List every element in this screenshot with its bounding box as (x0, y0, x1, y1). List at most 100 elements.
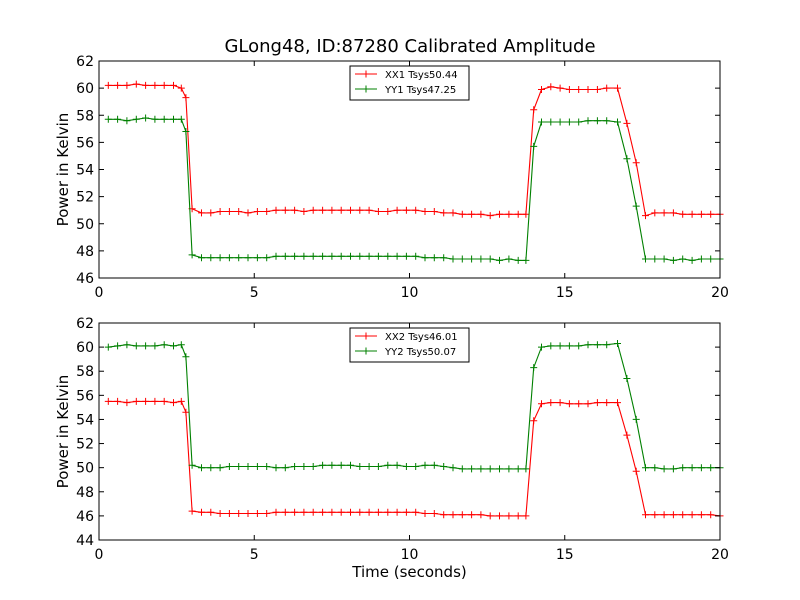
data-point (440, 209, 448, 217)
data-point (697, 255, 705, 263)
legend: XX2 Tsys46.01 YY2 Tsys50.07 (349, 327, 470, 363)
data-point (384, 252, 392, 260)
data-point (319, 252, 327, 260)
y-axis-label: Power in Kelvin (54, 375, 72, 489)
data-point (642, 255, 649, 263)
y-tick-label: 44 (76, 533, 94, 549)
data-point (547, 342, 555, 350)
data-point (651, 464, 659, 472)
data-point (660, 209, 668, 217)
data-point (412, 206, 420, 214)
data-point (651, 255, 659, 263)
data-point (449, 255, 457, 263)
data-point (207, 209, 215, 217)
data-point (374, 508, 382, 516)
data-point (104, 343, 112, 351)
data-point (642, 511, 649, 519)
legend-marker (362, 347, 370, 355)
data-point (384, 461, 392, 469)
data-point (603, 399, 611, 407)
data-point (538, 343, 545, 351)
data-point (584, 117, 592, 125)
y-tick-label: 54 (76, 412, 94, 428)
legend-marker (362, 70, 370, 78)
data-point (556, 118, 564, 126)
data-point (114, 342, 122, 350)
data-point (160, 81, 168, 89)
data-point (347, 206, 354, 214)
data-point (374, 208, 382, 215)
data-point (530, 106, 538, 114)
data-point (170, 399, 177, 407)
data-point (177, 397, 185, 405)
data-point (458, 465, 466, 473)
data-point (300, 252, 308, 260)
data-point (328, 461, 336, 469)
data-point (188, 507, 196, 515)
data-point (281, 206, 289, 214)
data-point (496, 256, 503, 264)
data-point (263, 510, 271, 517)
data-point (538, 118, 545, 126)
data-point (669, 256, 677, 264)
x-tick-label: 20 (711, 285, 729, 301)
data-point (575, 400, 583, 408)
data-point (522, 512, 530, 520)
y-axis-label: Power in Kelvin (54, 113, 72, 227)
data-point (132, 115, 140, 123)
data-point (374, 463, 382, 470)
data-point (660, 255, 668, 263)
data-point (477, 465, 485, 473)
data-point (449, 511, 457, 519)
y-tick-label: 46 (76, 509, 94, 525)
data-point (263, 254, 271, 262)
data-point (505, 255, 513, 263)
data-point (614, 340, 621, 347)
data-point (225, 463, 233, 470)
data-point (688, 210, 696, 218)
data-point (651, 511, 659, 519)
data-point (272, 508, 280, 516)
data-point (575, 118, 583, 126)
data-point (393, 508, 401, 516)
data-point (430, 510, 438, 517)
data-point (514, 465, 522, 473)
data-point (623, 119, 631, 127)
data-point (104, 115, 112, 123)
data-point (505, 210, 513, 218)
y-tick-label: 56 (76, 135, 94, 151)
x-tick-label: 0 (95, 285, 104, 301)
data-point (365, 463, 373, 470)
data-point (225, 254, 233, 262)
data-point (430, 208, 438, 215)
data-point (707, 464, 715, 472)
data-point (235, 510, 243, 517)
data-point (402, 508, 410, 516)
data-point (440, 463, 448, 470)
data-point (496, 465, 503, 473)
data-point (393, 206, 401, 214)
data-point (281, 252, 289, 260)
data-point (151, 81, 159, 89)
data-point (300, 463, 308, 470)
data-point (565, 86, 573, 93)
data-point (538, 86, 545, 93)
data-point (244, 463, 252, 470)
data-point (235, 208, 243, 215)
y-tick-label: 60 (76, 340, 94, 356)
y-tick-label: 58 (76, 364, 94, 380)
data-point (365, 252, 373, 260)
data-point (623, 155, 631, 163)
data-point (468, 255, 476, 263)
data-point (440, 511, 448, 519)
data-point (182, 128, 190, 135)
data-point (207, 508, 215, 516)
data-point (328, 206, 336, 214)
data-point (182, 408, 190, 416)
data-point (530, 142, 538, 150)
data-point (132, 80, 140, 88)
data-point (593, 86, 601, 93)
data-point (198, 209, 205, 217)
data-point (291, 508, 299, 516)
data-point (486, 512, 494, 520)
